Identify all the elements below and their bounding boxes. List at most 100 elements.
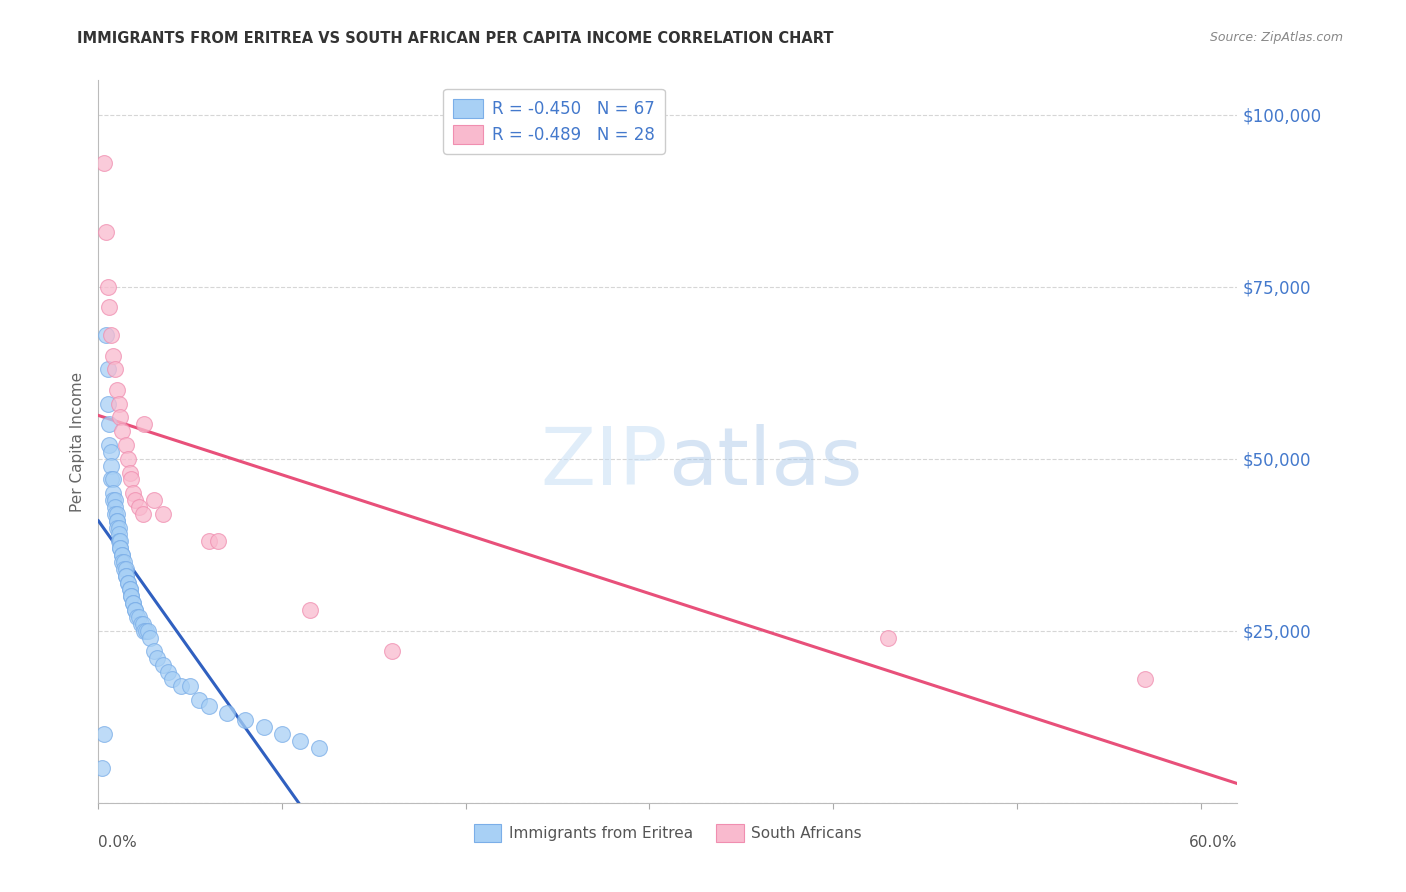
Point — [110, 541, 132, 556]
Point — [118, 582, 141, 597]
Point — [235, 713, 257, 727]
Point — [128, 610, 150, 624]
Text: IMMIGRANTS FROM ERITREA VS SOUTH AFRICAN PER CAPITA INCOME CORRELATION CHART: IMMIGRANTS FROM ERITREA VS SOUTH AFRICAN… — [77, 31, 834, 46]
Point — [129, 616, 152, 631]
Point — [98, 301, 121, 315]
Point — [111, 548, 134, 562]
Point — [107, 520, 129, 534]
Point — [1135, 672, 1157, 686]
Point — [105, 507, 128, 521]
Point — [101, 493, 124, 508]
Point — [139, 631, 162, 645]
Point — [136, 624, 159, 638]
Point — [134, 417, 156, 432]
Point — [142, 493, 165, 508]
Text: atlas: atlas — [668, 425, 862, 502]
Point — [94, 225, 117, 239]
Point — [105, 520, 128, 534]
Point — [118, 466, 141, 480]
Point — [112, 555, 135, 569]
Point — [105, 514, 128, 528]
Point — [131, 507, 153, 521]
Point — [121, 590, 143, 604]
Point — [101, 486, 124, 500]
Point — [100, 458, 122, 473]
Y-axis label: Per Capita Income: Per Capita Income — [69, 371, 84, 512]
Point — [100, 445, 122, 459]
Point — [117, 575, 139, 590]
Point — [142, 644, 165, 658]
Point — [290, 734, 312, 748]
Text: 0.0%: 0.0% — [98, 835, 138, 850]
Point — [93, 727, 115, 741]
Point — [121, 590, 143, 604]
Point — [104, 362, 127, 376]
Text: 60.0%: 60.0% — [1189, 835, 1237, 850]
Point — [298, 603, 321, 617]
Point — [98, 438, 121, 452]
Point — [94, 327, 117, 342]
Point — [104, 500, 127, 514]
Point — [128, 500, 150, 514]
Point — [877, 631, 900, 645]
Point — [122, 596, 145, 610]
Point — [111, 548, 134, 562]
Point — [107, 534, 129, 549]
Point — [157, 665, 180, 679]
Point — [105, 383, 128, 397]
Point — [118, 582, 141, 597]
Point — [152, 507, 174, 521]
Point — [135, 624, 157, 638]
Point — [121, 472, 143, 486]
Point — [253, 720, 276, 734]
Point — [188, 692, 211, 706]
Point — [97, 279, 120, 293]
Point — [124, 493, 146, 508]
Point — [117, 575, 139, 590]
Point — [125, 610, 148, 624]
Point — [104, 493, 127, 508]
Text: ZIP: ZIP — [540, 425, 668, 502]
Legend: Immigrants from Eritrea, South Africans: Immigrants from Eritrea, South Africans — [467, 816, 869, 849]
Point — [152, 658, 174, 673]
Point — [179, 679, 201, 693]
Point — [160, 672, 183, 686]
Point — [134, 624, 156, 638]
Text: Source: ZipAtlas.com: Source: ZipAtlas.com — [1209, 31, 1343, 45]
Point — [97, 397, 120, 411]
Point — [93, 156, 115, 170]
Point — [207, 534, 229, 549]
Point — [131, 616, 153, 631]
Point — [100, 327, 122, 342]
Point — [146, 651, 169, 665]
Point — [100, 472, 122, 486]
Point — [271, 727, 294, 741]
Point — [197, 534, 219, 549]
Point — [197, 699, 219, 714]
Point — [124, 603, 146, 617]
Point — [110, 541, 132, 556]
Point — [104, 507, 127, 521]
Point — [110, 534, 132, 549]
Point — [308, 740, 330, 755]
Point — [115, 562, 138, 576]
Point — [170, 679, 193, 693]
Point — [381, 644, 404, 658]
Point — [107, 397, 129, 411]
Point — [105, 514, 128, 528]
Point — [115, 438, 138, 452]
Point — [91, 761, 114, 775]
Point — [101, 472, 124, 486]
Point — [111, 424, 134, 438]
Point — [122, 486, 145, 500]
Point — [111, 555, 134, 569]
Point — [112, 562, 135, 576]
Point — [215, 706, 238, 721]
Point — [117, 451, 139, 466]
Point — [98, 417, 121, 432]
Point — [110, 410, 132, 425]
Point — [101, 349, 124, 363]
Point — [115, 568, 138, 582]
Point — [107, 527, 129, 541]
Point — [97, 362, 120, 376]
